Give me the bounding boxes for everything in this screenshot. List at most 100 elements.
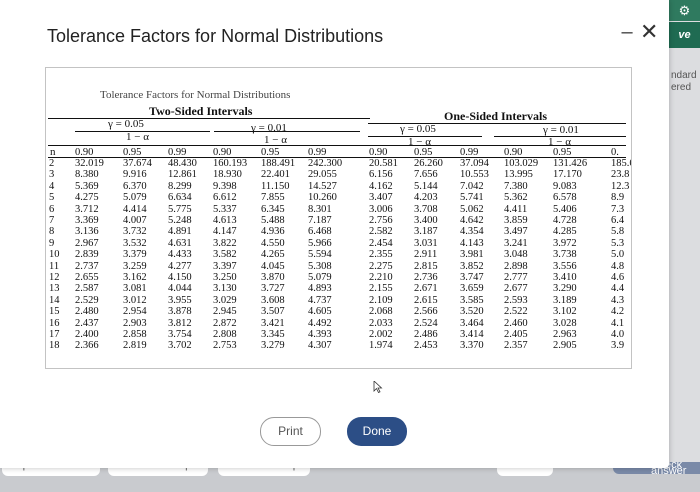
table-cell: 2.366: [75, 340, 99, 352]
table-cell: 4.393: [308, 329, 332, 340]
table-cell: 2.808: [213, 329, 237, 340]
table-cell: 4.162: [369, 180, 393, 192]
settings-icon[interactable]: ⚙: [669, 0, 700, 21]
table-cell: 160.193: [213, 158, 248, 169]
row-n-label: 6: [49, 203, 55, 215]
table-cell: 3.852: [460, 260, 484, 272]
row-n-label: 16: [49, 317, 60, 329]
column-header: 0.99: [168, 147, 187, 158]
table-cell: 3.029: [213, 294, 237, 306]
row-n-label: 9: [49, 237, 55, 249]
table-cell: 3.250: [213, 272, 237, 283]
table-cell: 3.259: [123, 260, 147, 272]
table-cell: 3.397: [213, 260, 237, 272]
row-n-label: 12: [49, 272, 60, 283]
column-header: 0.90: [504, 147, 523, 158]
table-cell: 3.659: [460, 283, 484, 295]
close-icon[interactable]: ✕: [640, 19, 659, 44]
sheet-title: Tolerance Factors for Normal Distributio…: [100, 89, 291, 101]
table-cell: 3.162: [123, 272, 147, 283]
table-cell: 4.307: [308, 340, 332, 352]
table-cell: 8.301: [308, 203, 332, 215]
table-cell: 4.3: [611, 294, 625, 306]
table-cell: 4.275: [75, 192, 99, 204]
table-cell: 5.337: [213, 203, 237, 215]
print-button[interactable]: Print: [260, 417, 321, 446]
table-cell: 4.550: [261, 237, 285, 249]
table-cell: 2.903: [123, 317, 147, 329]
row-n-label: 11: [49, 260, 60, 272]
table-cell: 4.007: [123, 215, 147, 226]
table-cell: 4.414: [123, 203, 147, 215]
table-cell: 2.839: [75, 249, 99, 261]
table-cell: 3.747: [460, 272, 484, 283]
table-cell: 3.279: [261, 340, 285, 352]
two-sided-gamma-005: γ = 0.05: [108, 118, 144, 130]
table-cell: 9.398: [213, 180, 237, 192]
background-tab[interactable]: ve: [669, 22, 700, 48]
table-cell: 3.727: [261, 283, 285, 295]
table-cell: 4.631: [168, 237, 192, 249]
table-cell: 4.147: [213, 226, 237, 238]
dialog-title: Tolerance Factors for Normal Distributio…: [47, 26, 384, 46]
table-cell: 3.812: [168, 317, 192, 329]
table-cell: 7.380: [504, 180, 528, 192]
table-cell: 5.594: [308, 249, 332, 261]
table-cell: 37.674: [123, 158, 152, 169]
table-cell: 3.585: [460, 294, 484, 306]
table-cell: 4.728: [553, 215, 577, 226]
table-cell: 3.369: [75, 215, 99, 226]
row-n-label: 8: [49, 226, 55, 238]
table-cell: 5.488: [261, 215, 285, 226]
table-cell: 4.936: [261, 226, 285, 238]
table-cell: 4.411: [504, 203, 528, 215]
table-viewport[interactable]: Tolerance Factors for Normal Distributio…: [45, 67, 632, 369]
tolerance-table: Tolerance Factors for Normal Distributio…: [46, 68, 631, 368]
table-cell: 2.522: [504, 306, 528, 318]
column-header: 0.: [611, 147, 619, 158]
table-cell: 4.737: [308, 294, 332, 306]
table-cell: 6.578: [553, 192, 577, 204]
table-cell: 2.954: [123, 306, 147, 318]
table-cell: 188.491: [261, 158, 296, 169]
table-cell: 8.380: [75, 169, 99, 181]
column-header: 0.99: [308, 147, 327, 158]
table-cell: 5.966: [308, 237, 332, 249]
table-cell: 3.732: [123, 226, 147, 238]
background-side-text: ndard ered: [671, 70, 697, 93]
table-cell: 4.613: [213, 215, 237, 226]
mouse-pointer-icon: [373, 381, 383, 393]
table-cell: 2.437: [75, 317, 99, 329]
table-cell: 4.044: [168, 283, 192, 295]
table-cell: 2.777: [504, 272, 528, 283]
table-cell: 5.079: [123, 192, 147, 204]
table-cell: 2.615: [414, 294, 438, 306]
table-cell: 2.405: [504, 329, 528, 340]
table-cell: 2.582: [369, 226, 393, 238]
table-cell: 131.426: [553, 158, 588, 169]
table-cell: 2.963: [553, 329, 577, 340]
table-cell: 6.345: [261, 203, 285, 215]
table-cell: 3.532: [123, 237, 147, 249]
table-cell: 3.407: [369, 192, 393, 204]
table-cell: 242.300: [308, 158, 343, 169]
table-cell: 2.460: [504, 317, 528, 329]
table-cell: 32.019: [75, 158, 104, 169]
table-cell: 12.3: [611, 180, 630, 192]
table-cell: 22.401: [261, 169, 290, 181]
one-sided-header: One-Sided Intervals: [444, 109, 548, 123]
table-cell: 3.870: [261, 272, 285, 283]
table-cell: 3.608: [261, 294, 285, 306]
table-cell: 3.028: [553, 317, 577, 329]
done-button[interactable]: Done: [347, 417, 407, 446]
table-cell: 3.345: [261, 329, 285, 340]
table-cell: 13.995: [504, 169, 533, 181]
table-cell: 7.3: [611, 203, 625, 215]
table-cell: 3.738: [553, 249, 577, 261]
table-cell: 2.453: [414, 340, 438, 352]
minimize-icon[interactable]: –: [621, 21, 633, 43]
table-cell: 2.815: [414, 260, 438, 272]
one-minus-alpha-2: 1 − α: [264, 134, 287, 146]
column-header: 0.90: [213, 147, 232, 158]
table-cell: 7.042: [460, 180, 484, 192]
